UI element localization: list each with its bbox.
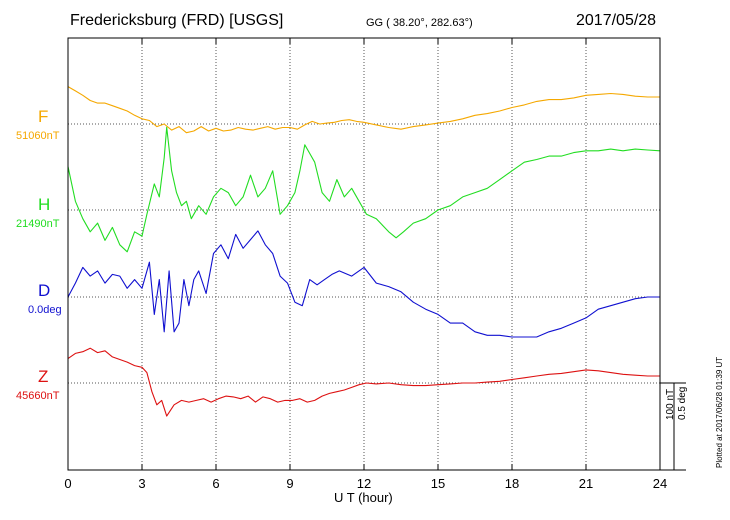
z-channel-label: Z — [38, 367, 49, 386]
x-axis-label: U T (hour) — [334, 490, 393, 505]
f-baseline-label: 51060nT — [16, 130, 60, 142]
coordinates-label: GG ( 38.20°, 282.63°) — [366, 17, 473, 29]
x-tick-label-12: 12 — [357, 476, 371, 491]
x-tick-label-18: 18 — [505, 476, 519, 491]
series-line-z — [67, 347, 660, 417]
x-tick-label-21: 21 — [579, 476, 593, 491]
grid-lines — [68, 38, 660, 470]
x-tick-label-6: 6 — [212, 476, 219, 491]
x-tick-label-24: 24 — [653, 476, 667, 491]
series-layer — [67, 86, 661, 417]
scale-bar — [660, 382, 686, 471]
d-channel-label: D — [38, 281, 51, 300]
series-line-f — [67, 86, 660, 134]
series-line-d — [67, 230, 660, 338]
h-channel-label: H — [38, 195, 51, 214]
plot-date: 2017/05/28 — [576, 12, 657, 29]
f-channel-label: F — [38, 107, 49, 126]
d-baseline-label: 0.0deg — [28, 304, 62, 316]
station-title: Fredericksburg (FRD) [USGS] — [70, 12, 284, 29]
x-ticks: 0 3 6 9 12 15 18 21 24 — [64, 38, 667, 491]
x-tick-label-15: 15 — [431, 476, 445, 491]
x-tick-label-9: 9 — [286, 476, 293, 491]
z-baseline-label: 45660nT — [16, 390, 60, 402]
h-baseline-label: 21490nT — [16, 218, 60, 230]
series-line-h — [67, 126, 661, 253]
x-tick-label-0: 0 — [64, 476, 71, 491]
x-tick-label-3: 3 — [138, 476, 145, 491]
